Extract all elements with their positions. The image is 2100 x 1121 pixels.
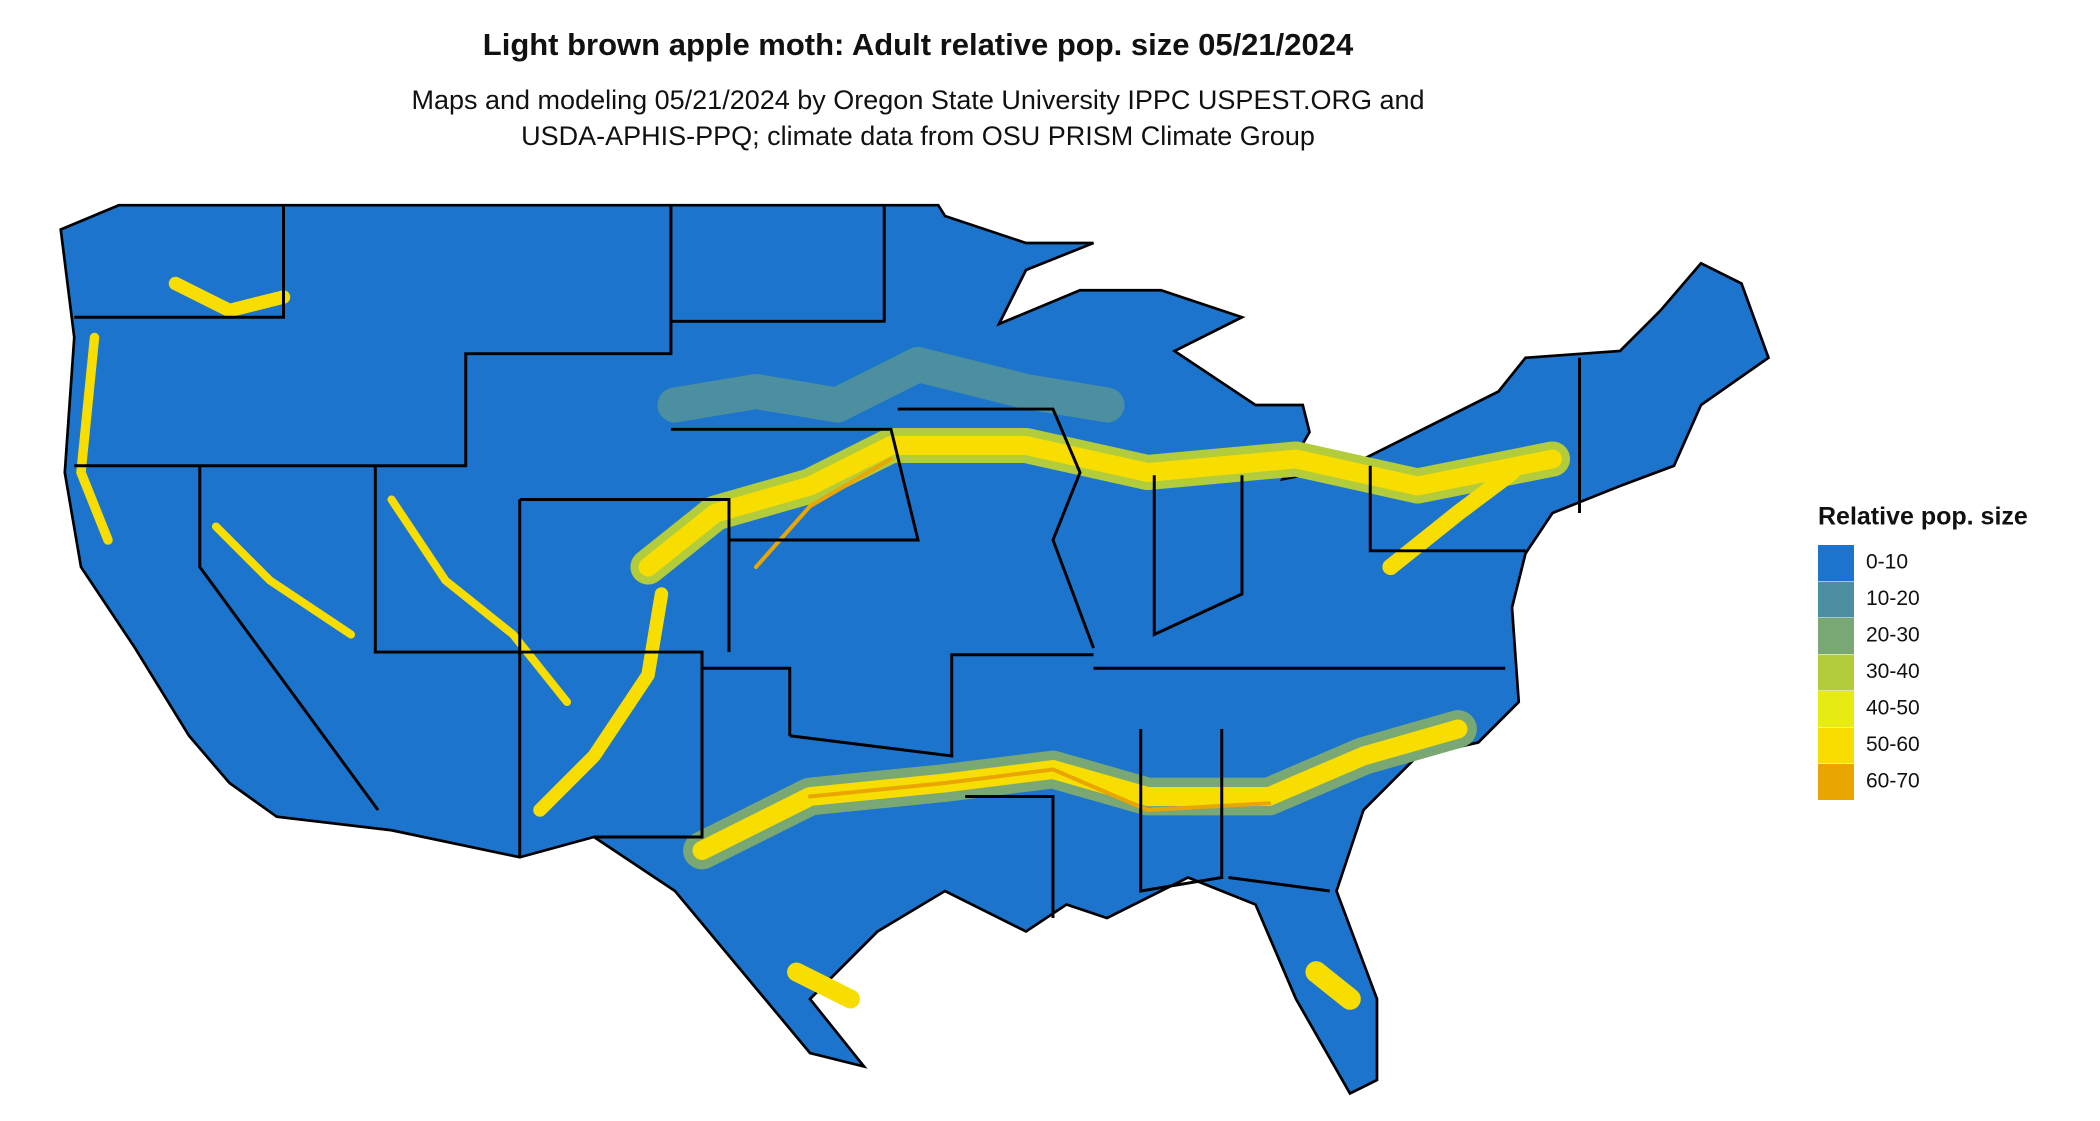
- map-subtitle: Maps and modeling 05/21/2024 by Oregon S…: [411, 85, 1424, 115]
- border: [519, 498, 731, 653]
- legend-label: 10-20: [1866, 587, 1920, 610]
- border: [1368, 465, 1526, 553]
- border: [1139, 729, 1224, 893]
- border: [74, 205, 285, 319]
- band: [211, 522, 356, 639]
- border: [1228, 876, 1330, 893]
- band: [753, 456, 894, 570]
- band: [638, 436, 1562, 577]
- border: [670, 427, 920, 542]
- legend-swatch: [1818, 727, 1854, 764]
- legend-swatch: [1818, 618, 1854, 654]
- band: [787, 962, 860, 1009]
- legend-title: Relative pop. size: [1818, 503, 2028, 531]
- legend-label: 20-30: [1866, 624, 1920, 647]
- suitability-bands: [76, 276, 1571, 1010]
- band: [1382, 464, 1521, 576]
- legend-label: 50-60: [1866, 733, 1920, 756]
- border: [373, 465, 792, 736]
- band: [1305, 961, 1361, 1010]
- map-subtitle: USDA-APHIS-PPQ; climate data from OSU PR…: [521, 121, 1315, 151]
- legend-swatch: [1818, 691, 1854, 727]
- border: [670, 205, 886, 323]
- legend-label: 60-70: [1866, 770, 1920, 793]
- band: [76, 332, 113, 545]
- legend-swatch: [1818, 581, 1854, 618]
- state-borders: [74, 205, 1581, 919]
- legend-swatch: [1818, 545, 1854, 581]
- border: [965, 795, 1055, 919]
- band: [168, 276, 291, 318]
- legend-swatch: [1818, 764, 1854, 800]
- band: [657, 346, 1125, 423]
- legend-label: 40-50: [1866, 697, 1920, 720]
- legend-swatch: [1818, 654, 1854, 691]
- band: [807, 767, 1272, 813]
- legend-label: 0-10: [1866, 551, 1908, 574]
- border: [594, 668, 704, 839]
- border: [198, 465, 380, 811]
- border: [789, 653, 1094, 758]
- legend-label: 30-40: [1866, 660, 1920, 683]
- legend: 0-10 10-20 20-30 30-40 40-50 50-60 60-70: [1818, 545, 1920, 800]
- band: [387, 495, 572, 707]
- border: [1152, 475, 1244, 637]
- us-outline: [59, 203, 1771, 1096]
- band: [533, 587, 669, 817]
- us-map: [59, 203, 1771, 1096]
- map-title: Light brown apple moth: Adult relative p…: [483, 27, 1354, 62]
- border: [897, 407, 1095, 649]
- border: [74, 205, 673, 468]
